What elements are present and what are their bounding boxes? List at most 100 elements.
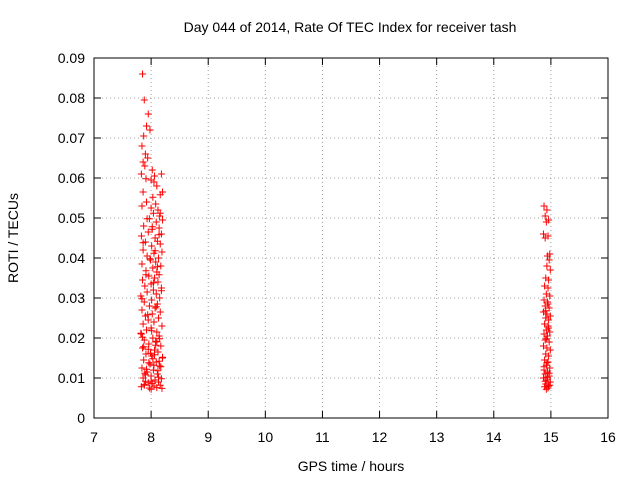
- data-point: [143, 215, 151, 223]
- y-tick-label: 0.03: [58, 290, 85, 306]
- data-point: [153, 384, 161, 392]
- data-point: [543, 252, 551, 260]
- axis-ticks: [93, 57, 609, 419]
- x-tick-label: 8: [147, 429, 155, 445]
- data-point: [137, 329, 145, 337]
- data-point: [139, 320, 147, 328]
- data-point: [543, 206, 551, 214]
- grid-lines: [94, 58, 608, 418]
- data-point: [156, 240, 164, 248]
- data-point: [144, 154, 152, 162]
- data-point: [156, 209, 164, 217]
- data-point: [138, 142, 146, 150]
- x-tick-label: 7: [90, 429, 98, 445]
- data-point: [140, 96, 148, 104]
- data-point: [545, 338, 553, 346]
- data-point: [157, 342, 165, 350]
- data-point: [139, 246, 147, 254]
- data-point: [137, 170, 145, 178]
- data-point: [150, 382, 158, 390]
- data-point: [142, 350, 150, 358]
- chart-title: Day 044 of 2014, Rate Of TEC Index for r…: [184, 19, 517, 35]
- data-point: [142, 271, 150, 279]
- y-tick-label: 0.04: [58, 250, 85, 266]
- data-point: [546, 312, 554, 320]
- data-point: [544, 358, 552, 366]
- data-point: [546, 378, 554, 386]
- data-point: [147, 385, 155, 393]
- data-point: [157, 375, 165, 383]
- data-point: [151, 304, 159, 312]
- data-point: [148, 166, 156, 174]
- data-point: [544, 284, 552, 292]
- data-point: [138, 260, 146, 268]
- data-point: [151, 247, 159, 255]
- data-point: [141, 162, 149, 170]
- data-point: [141, 150, 149, 158]
- data-point: [147, 377, 155, 385]
- data-point: [150, 178, 158, 186]
- data-point: [148, 310, 156, 318]
- data-point: [148, 223, 156, 231]
- data-point: [159, 216, 167, 224]
- data-point: [155, 357, 163, 365]
- data-point: [546, 381, 554, 389]
- x-tick-label: 10: [258, 429, 274, 445]
- data-point: [139, 276, 147, 284]
- data-point: [156, 191, 164, 199]
- data-point: [539, 230, 547, 238]
- data-point: [545, 316, 553, 324]
- data-point: [138, 364, 146, 372]
- data-point: [149, 286, 157, 294]
- plot-border: [93, 57, 609, 419]
- data-point: [145, 272, 153, 280]
- data-point: [147, 349, 155, 357]
- data-point: [545, 276, 553, 284]
- data-point: [542, 218, 550, 226]
- data-point: [139, 239, 147, 247]
- x-tick-label: 11: [315, 429, 330, 445]
- data-point: [149, 193, 157, 201]
- data-point: [153, 328, 161, 336]
- data-point: [143, 198, 151, 206]
- data-point: [139, 158, 147, 166]
- data-point: [546, 292, 554, 300]
- data-point: [157, 363, 165, 371]
- data-point: [148, 242, 156, 250]
- data-point: [139, 333, 147, 341]
- data-point: [157, 170, 165, 178]
- data-point: [137, 383, 145, 391]
- data-point: [143, 365, 151, 373]
- data-point: [145, 359, 153, 367]
- data-point: [541, 234, 549, 242]
- data-point: [155, 314, 163, 322]
- data-point: [545, 324, 553, 332]
- data-point: [142, 175, 150, 183]
- data-point: [137, 330, 145, 338]
- data-point: [141, 282, 149, 290]
- data-point: [139, 344, 147, 352]
- data-point: [149, 279, 157, 287]
- data-point: [157, 287, 165, 295]
- data-point: [145, 302, 153, 310]
- data-point: [157, 262, 165, 270]
- data-point: [144, 228, 152, 236]
- data-point: [143, 122, 151, 130]
- y-tick-label: 0.02: [58, 330, 85, 346]
- data-point: [140, 222, 148, 230]
- x-tick-label: 16: [600, 429, 616, 445]
- x-tick-label: 9: [204, 429, 212, 445]
- data-point: [541, 212, 549, 220]
- data-point: [158, 384, 166, 392]
- data-point: [144, 110, 152, 118]
- y-axis-title: ROTI / TECUs: [5, 193, 21, 283]
- data-point: [137, 232, 145, 240]
- data-point: [149, 264, 157, 272]
- data-point: [140, 343, 148, 351]
- data-point: [542, 335, 550, 343]
- data-point: [546, 346, 554, 354]
- data-point: [152, 303, 160, 311]
- data-point: [546, 266, 554, 274]
- data-point: [149, 334, 157, 342]
